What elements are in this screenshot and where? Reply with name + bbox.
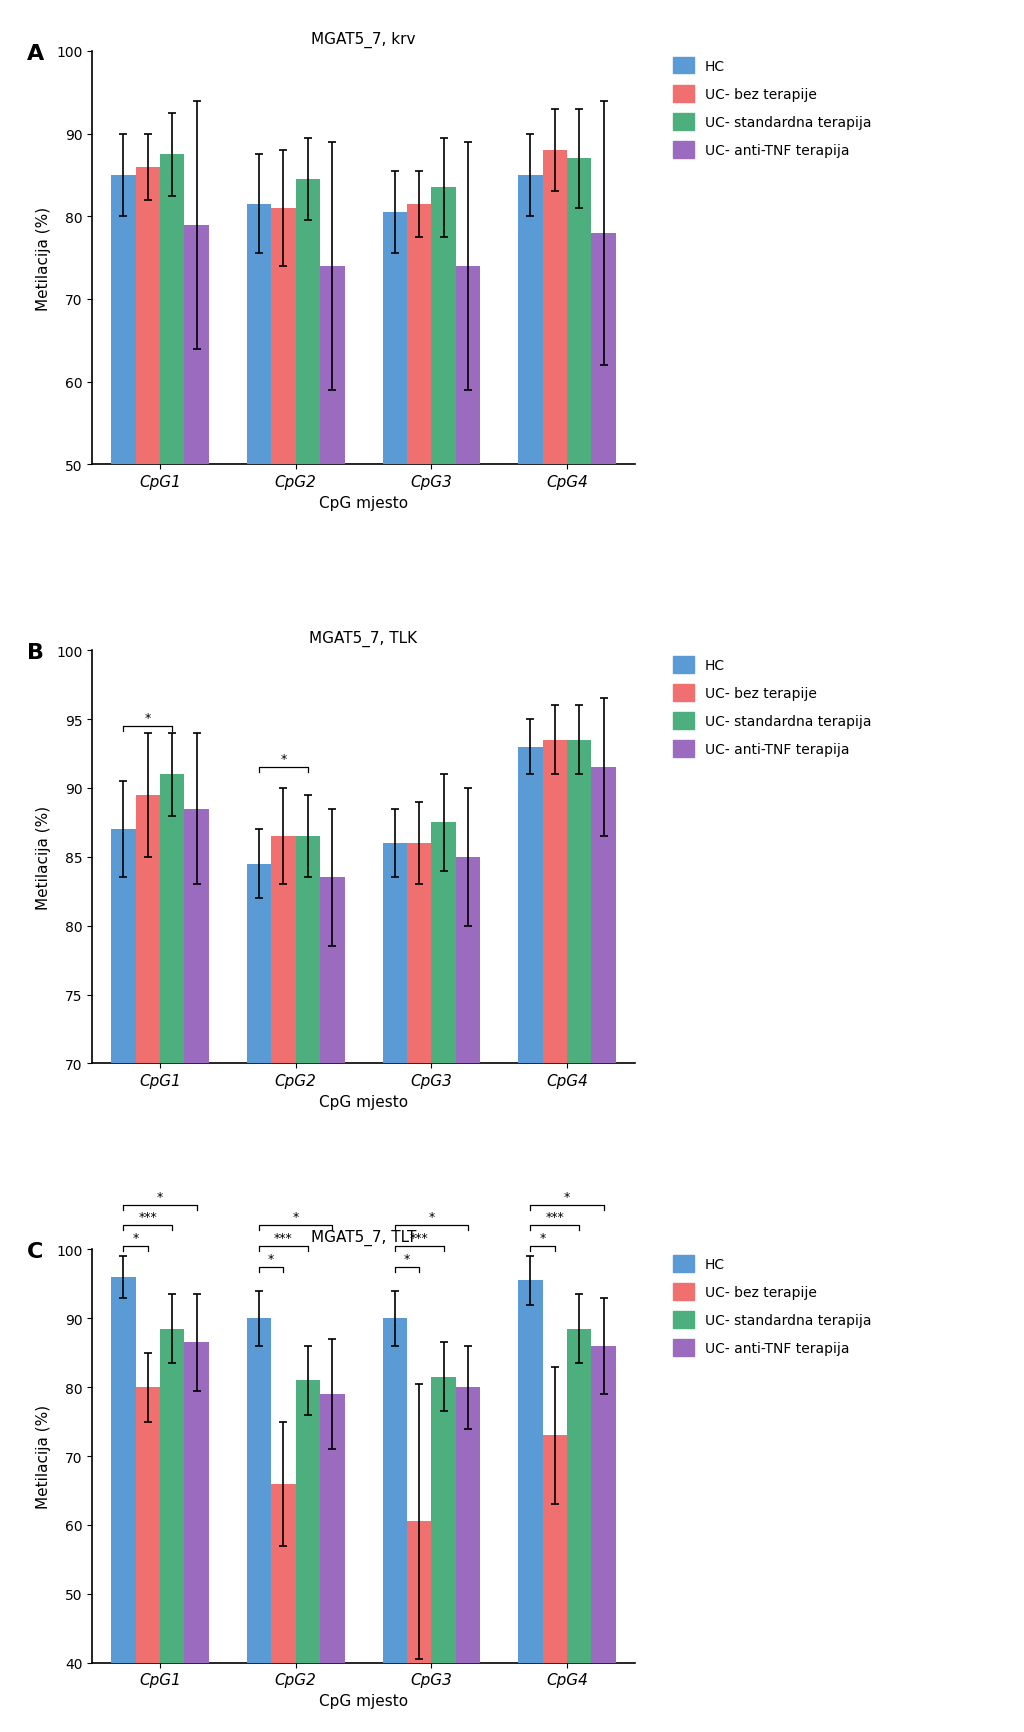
- Title: MGAT5_7, TLK: MGAT5_7, TLK: [309, 630, 418, 646]
- Bar: [296, 837, 321, 1732]
- Bar: [383, 1318, 407, 1732]
- Bar: [160, 1328, 184, 1732]
- Text: *: *: [268, 1252, 274, 1264]
- Bar: [567, 1328, 592, 1732]
- Bar: [112, 830, 135, 1732]
- Bar: [456, 267, 480, 878]
- Text: *: *: [564, 1190, 570, 1204]
- Title: MGAT5_7, TLT: MGAT5_7, TLT: [311, 1230, 416, 1245]
- Text: A: A: [27, 43, 44, 64]
- Bar: [407, 1522, 431, 1732]
- Bar: [135, 1387, 160, 1732]
- Bar: [407, 204, 431, 878]
- Bar: [456, 1387, 480, 1732]
- Text: *: *: [428, 1211, 434, 1223]
- Bar: [135, 168, 160, 878]
- Bar: [135, 795, 160, 1732]
- Bar: [592, 767, 615, 1732]
- Text: ***: ***: [410, 1231, 428, 1244]
- Text: *: *: [293, 1211, 299, 1223]
- Legend: HC, UC- bez terapije, UC- standardna terapija, UC- anti-TNF terapija: HC, UC- bez terapije, UC- standardna ter…: [668, 651, 877, 764]
- Bar: [543, 1436, 567, 1732]
- Legend: HC, UC- bez terapije, UC- standardna terapija, UC- anti-TNF terapija: HC, UC- bez terapije, UC- standardna ter…: [668, 52, 877, 165]
- Bar: [592, 1346, 615, 1732]
- Bar: [247, 864, 271, 1732]
- Text: *: *: [157, 1190, 163, 1204]
- Bar: [567, 159, 592, 878]
- Text: *: *: [281, 753, 287, 766]
- Bar: [296, 1380, 321, 1732]
- Legend: HC, UC- bez terapije, UC- standardna terapija, UC- anti-TNF terapija: HC, UC- bez terapije, UC- standardna ter…: [668, 1251, 877, 1361]
- Bar: [543, 740, 567, 1732]
- Bar: [518, 1280, 543, 1732]
- Bar: [567, 740, 592, 1732]
- Bar: [456, 857, 480, 1732]
- Bar: [184, 809, 209, 1732]
- X-axis label: CpG mjesto: CpG mjesto: [318, 1095, 409, 1108]
- Bar: [271, 837, 296, 1732]
- Bar: [296, 180, 321, 878]
- Bar: [592, 234, 615, 878]
- Bar: [431, 1377, 456, 1732]
- Bar: [321, 267, 344, 878]
- Bar: [431, 823, 456, 1732]
- Bar: [518, 177, 543, 878]
- Text: ***: ***: [138, 1211, 157, 1223]
- X-axis label: CpG mjesto: CpG mjesto: [318, 495, 409, 511]
- Y-axis label: Metilacija (%): Metilacija (%): [36, 1405, 50, 1509]
- Bar: [383, 843, 407, 1732]
- Text: *: *: [132, 1231, 138, 1244]
- Text: B: B: [27, 643, 44, 663]
- Text: *: *: [144, 712, 151, 724]
- Bar: [543, 151, 567, 878]
- Text: ***: ***: [274, 1231, 293, 1244]
- Bar: [518, 746, 543, 1732]
- Bar: [407, 843, 431, 1732]
- Bar: [271, 1484, 296, 1732]
- Bar: [431, 189, 456, 878]
- Bar: [247, 204, 271, 878]
- Bar: [184, 1342, 209, 1732]
- Bar: [321, 1394, 344, 1732]
- Y-axis label: Metilacija (%): Metilacija (%): [36, 206, 50, 310]
- X-axis label: CpG mjesto: CpG mjesto: [318, 1692, 409, 1708]
- Bar: [247, 1318, 271, 1732]
- Title: MGAT5_7, krv: MGAT5_7, krv: [311, 31, 416, 48]
- Bar: [160, 774, 184, 1732]
- Text: ***: ***: [546, 1211, 564, 1223]
- Bar: [271, 210, 296, 878]
- Bar: [160, 156, 184, 878]
- Bar: [321, 878, 344, 1732]
- Text: C: C: [27, 1242, 43, 1261]
- Text: *: *: [403, 1252, 410, 1264]
- Text: *: *: [540, 1231, 546, 1244]
- Bar: [112, 177, 135, 878]
- Y-axis label: Metilacija (%): Metilacija (%): [36, 805, 50, 909]
- Bar: [184, 225, 209, 878]
- Bar: [383, 213, 407, 878]
- Bar: [112, 1276, 135, 1732]
